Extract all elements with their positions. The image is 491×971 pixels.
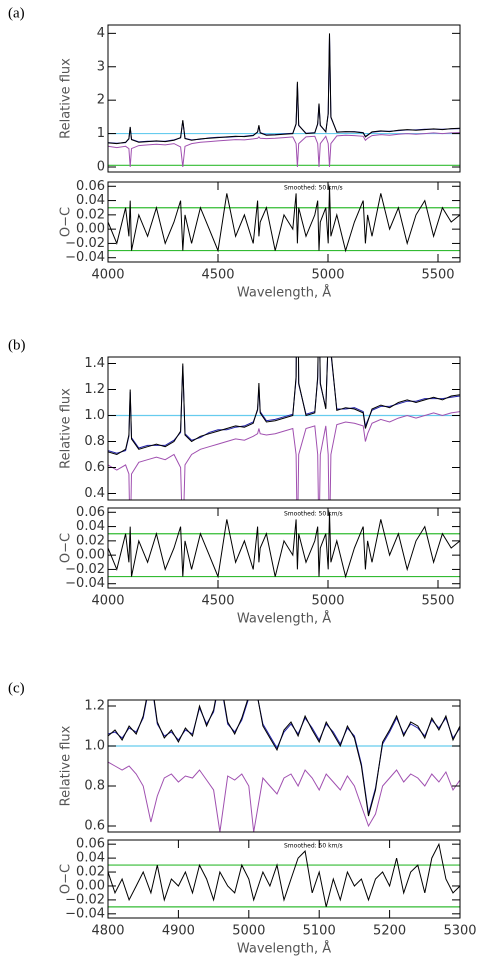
spectrum-line bbox=[108, 186, 460, 253]
panel-label: (c) bbox=[8, 680, 25, 696]
plot-area bbox=[108, 700, 460, 832]
axes-frame bbox=[107, 356, 461, 501]
y-tick-label: −0.02 bbox=[65, 892, 105, 907]
y-tick-label: 0.04 bbox=[76, 193, 105, 208]
axes-frame bbox=[107, 181, 461, 263]
spectrum-line bbox=[108, 411, 460, 500]
x-axis-label: Wavelength, Å bbox=[237, 941, 331, 957]
y-tick-label: 4 bbox=[97, 26, 105, 41]
plot-area bbox=[108, 357, 460, 500]
y-tick-label: −0.02 bbox=[65, 562, 105, 577]
y-tick-label: 0.06 bbox=[76, 179, 105, 194]
y-tick-label: 0 bbox=[97, 159, 105, 174]
y-tick-label: 0.00 bbox=[76, 222, 105, 237]
x-tick-label: 4800 bbox=[91, 924, 124, 939]
spectrum-line bbox=[108, 34, 460, 144]
x-tick-label: 5100 bbox=[303, 924, 336, 939]
y-axis-label: Relative flux bbox=[59, 725, 74, 806]
y-tick-label: 0.6 bbox=[84, 819, 105, 834]
x-tick-label: 5200 bbox=[373, 924, 406, 939]
x-tick-label: 4900 bbox=[162, 924, 195, 939]
axes-frame bbox=[107, 839, 461, 919]
spectrum-line bbox=[108, 33, 460, 145]
y-tick-label: −0.04 bbox=[65, 250, 105, 265]
y-tick-label: 3 bbox=[97, 59, 105, 74]
y-tick-label: 0.06 bbox=[76, 505, 105, 520]
y-axis-label: Relative flux bbox=[59, 58, 74, 139]
y-tick-label: −0.04 bbox=[65, 576, 105, 591]
annotation: Smoothed: 50 km/s bbox=[284, 185, 343, 192]
y-tick-label: −0.04 bbox=[65, 906, 105, 921]
y-tick-label: 1.2 bbox=[84, 382, 105, 397]
axes-frame bbox=[107, 699, 461, 833]
x-tick-label: 5300 bbox=[443, 924, 476, 939]
x-tick-label: 5000 bbox=[311, 268, 344, 283]
x-axis-label: Wavelength, Å bbox=[237, 611, 331, 627]
x-tick-label: 4000 bbox=[91, 268, 124, 283]
axes-frame bbox=[107, 507, 461, 589]
x-tick-label: 4500 bbox=[201, 268, 234, 283]
y-tick-label: 2 bbox=[97, 93, 105, 108]
y-tick-label: 0.8 bbox=[84, 779, 105, 794]
y-tick-label: −0.02 bbox=[65, 236, 105, 251]
x-tick-label: 4000 bbox=[91, 594, 124, 609]
y-tick-label: 0.04 bbox=[76, 519, 105, 534]
y-tick-label: 0.06 bbox=[76, 837, 105, 852]
y-axis-label: O−C bbox=[59, 533, 74, 563]
y-tick-label: 1.0 bbox=[84, 408, 105, 423]
y-tick-label: 0.00 bbox=[76, 548, 105, 563]
plot-area bbox=[108, 33, 460, 168]
y-tick-label: 0.6 bbox=[84, 460, 105, 475]
annotation: Smoothed: 50 km/s bbox=[284, 511, 343, 518]
x-tick-label: 4500 bbox=[201, 594, 234, 609]
annotation: Smoothed: 50 km/s bbox=[284, 843, 343, 850]
x-axis-label: Wavelength, Å bbox=[237, 285, 331, 301]
panel-label: (a) bbox=[8, 5, 25, 21]
y-tick-label: 0.02 bbox=[76, 533, 105, 548]
spectrum-line bbox=[108, 132, 460, 168]
plot-area bbox=[108, 842, 460, 908]
y-tick-label: 0.02 bbox=[76, 207, 105, 222]
y-axis-label: Relative flux bbox=[59, 388, 74, 469]
spectrum-line bbox=[108, 357, 460, 456]
axes-frame bbox=[107, 24, 461, 173]
x-tick-label: 5000 bbox=[311, 594, 344, 609]
y-axis-label: O−C bbox=[59, 864, 74, 894]
y-tick-label: 1.2 bbox=[84, 699, 105, 714]
plot-area bbox=[108, 186, 460, 253]
plot-area bbox=[108, 512, 460, 579]
spectrum-line bbox=[108, 700, 460, 817]
y-tick-label: 0.04 bbox=[76, 851, 105, 866]
y-tick-label: 0.02 bbox=[76, 865, 105, 880]
spectrum-line bbox=[108, 842, 460, 908]
y-tick-label: 0.8 bbox=[84, 434, 105, 449]
y-tick-label: 1.0 bbox=[84, 739, 105, 754]
x-tick-label: 5500 bbox=[421, 268, 454, 283]
spectrum-line bbox=[108, 761, 460, 832]
y-tick-label: 1 bbox=[97, 126, 105, 141]
y-tick-label: 0.00 bbox=[76, 878, 105, 893]
y-tick-label: 0.4 bbox=[84, 486, 105, 501]
y-tick-label: 1.4 bbox=[84, 356, 105, 371]
x-tick-label: 5500 bbox=[421, 594, 454, 609]
spectrum-line bbox=[108, 512, 460, 579]
x-tick-label: 5000 bbox=[232, 924, 265, 939]
y-axis-label: O−C bbox=[59, 207, 74, 237]
panel-label: (b) bbox=[8, 337, 26, 353]
